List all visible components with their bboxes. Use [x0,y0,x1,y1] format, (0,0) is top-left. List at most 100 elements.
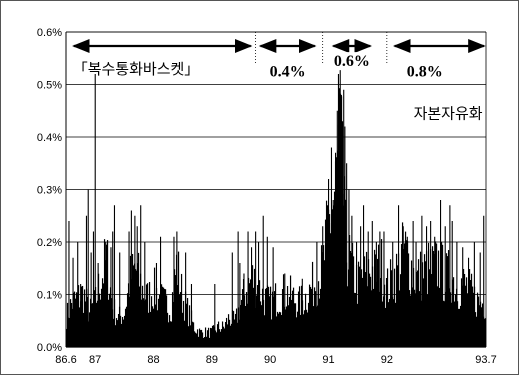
bar [145,284,148,347]
bar [443,301,446,347]
bar [319,288,322,347]
bar [373,249,376,347]
bar [80,286,83,347]
bar [112,318,115,347]
bar [440,241,443,347]
bar [220,329,223,347]
bar [322,245,325,347]
bar [318,298,321,347]
bar [100,288,103,347]
bar [385,278,388,347]
bar [457,308,460,347]
bar [232,311,235,347]
bar [202,337,205,347]
bar [280,314,283,347]
spike-bar [412,221,414,347]
spike-bar [339,53,341,347]
bar [117,313,120,347]
bar [370,290,373,347]
bar [227,314,230,347]
bar [193,331,196,347]
bar [199,330,202,347]
spike-bar [113,205,116,347]
bar [462,268,465,347]
bar [75,292,78,347]
bar [398,290,401,347]
bar [349,250,352,347]
y-tick-label: 0.2% [37,237,62,249]
bar [198,328,201,347]
bar [424,261,427,347]
spike-bar [144,242,146,347]
bar [290,299,293,347]
bar [271,291,274,347]
bar [331,209,334,347]
bar [234,313,237,347]
bar [365,251,368,347]
bar [105,244,108,347]
period-label: 0.6% [334,53,370,70]
bar [434,241,437,347]
bar [418,291,421,347]
bar [229,325,232,347]
bar [115,318,118,347]
bar [426,294,429,347]
bar [409,295,412,347]
bar [298,286,301,347]
bar [181,312,184,347]
bar [191,321,194,347]
bar [405,240,408,347]
bar [179,292,182,347]
bar [308,284,311,347]
bar [203,337,206,347]
bar [222,326,225,347]
spike-bar [426,226,428,347]
bar [377,244,380,347]
bar [188,305,191,347]
bar [463,274,466,347]
bar [364,272,367,347]
bar [296,311,299,347]
bar [446,256,449,347]
bar [125,306,128,347]
bar [435,243,438,347]
bar [313,287,316,347]
bar [408,290,411,347]
bar [277,313,280,347]
bar [356,303,359,347]
bar [187,326,190,347]
bar [450,302,453,347]
spike-bar [130,210,132,347]
bar [329,233,332,347]
bar [416,270,419,347]
period-label-bg [402,62,447,81]
bar [126,293,129,347]
bar [351,242,354,347]
bar [346,286,349,347]
spike-bar [119,252,121,347]
bar [401,222,404,347]
spike-bar [176,231,178,347]
bar [260,305,263,347]
bar [240,299,243,347]
bar [417,259,420,347]
spike-bar [72,257,74,347]
bar [474,312,477,347]
bar [360,269,363,347]
bar [469,279,472,347]
bar [478,305,481,347]
bar [205,336,208,347]
spike-bar [406,236,408,347]
bar [243,295,246,347]
bar [183,320,186,347]
bar [447,250,450,347]
bar [141,285,144,347]
bar [276,311,279,347]
bar [357,261,360,347]
bar [452,277,455,347]
bar [81,285,84,347]
spike-bar [398,205,400,347]
bar [475,316,478,347]
spike-bar [468,257,470,347]
bar [216,324,219,347]
